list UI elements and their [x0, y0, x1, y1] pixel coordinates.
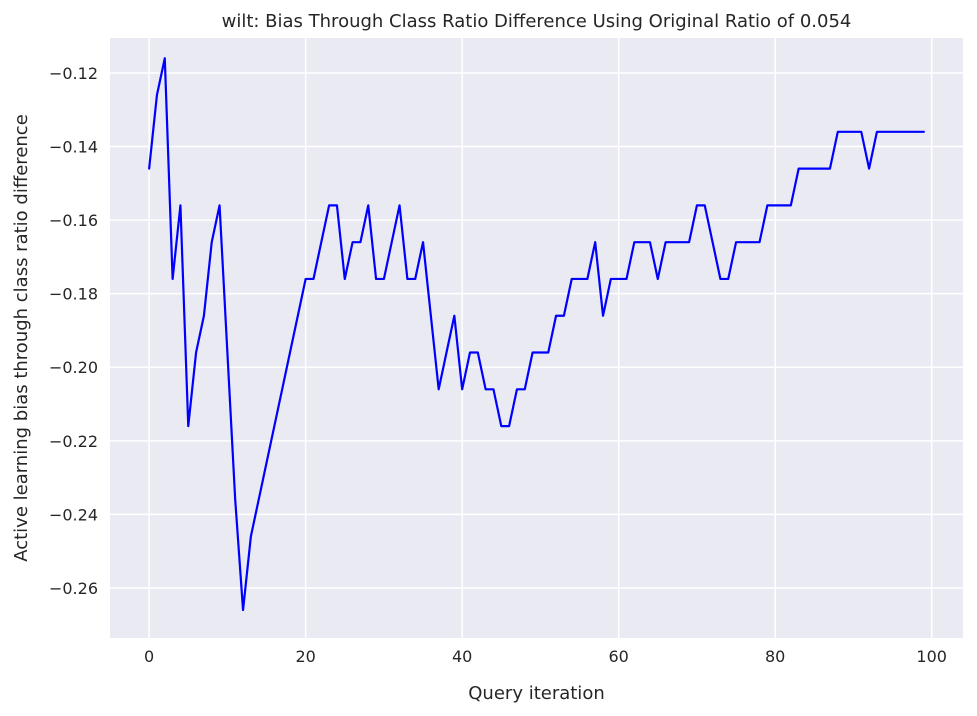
tick-labels: 0 20 40 60 80 100 −0.26 −0.24 −0.22 −0.20 −0.18 −0.…: [49, 64, 947, 666]
y-tick-label: −0.14: [49, 138, 98, 157]
y-tick-label: −0.24: [49, 505, 98, 524]
y-tick-label: −0.16: [49, 211, 98, 230]
x-tick-label: 0: [144, 647, 154, 666]
x-tick-label: 80: [765, 647, 785, 666]
series-line: [148, 57, 925, 612]
y-tick-label: −0.18: [49, 285, 98, 304]
x-tick-label: 100: [916, 647, 947, 666]
series-layer: [148, 57, 925, 612]
y-tick-label: −0.26: [49, 579, 98, 598]
y-tick-label: −0.22: [49, 432, 98, 451]
x-tick-label: 60: [608, 647, 628, 666]
series-points: [149, 58, 924, 611]
plot-area: [110, 38, 963, 638]
x-axis-title: Query iteration: [468, 683, 604, 704]
chart-title: wilt: Bias Through Class Ratio Differenc…: [222, 11, 852, 32]
y-axis-title: Active learning bias through class ratio…: [11, 114, 32, 562]
y-tick-label: −0.12: [49, 64, 98, 83]
grid-lines: [110, 38, 963, 638]
y-tick-label: −0.20: [49, 358, 98, 377]
x-tick-label: 20: [295, 647, 315, 666]
x-tick-label: 40: [452, 647, 472, 666]
